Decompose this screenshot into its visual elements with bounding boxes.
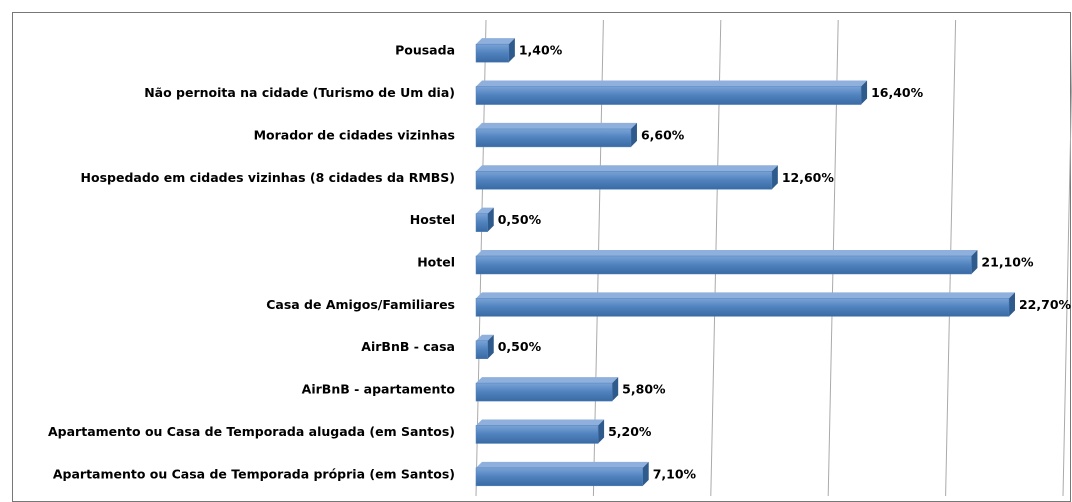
y-tick-label: Não pernoita na cidade (Turismo de Um di… — [144, 85, 455, 100]
bar-side — [487, 334, 494, 359]
bar — [475, 43, 510, 63]
bar — [475, 340, 488, 359]
data-label: 5,80% — [622, 382, 666, 397]
bar-top — [476, 419, 605, 426]
bar — [475, 128, 632, 148]
data-label: 5,20% — [608, 424, 652, 439]
bar — [475, 382, 613, 402]
data-label: 22,70% — [1019, 297, 1072, 312]
bar — [475, 255, 972, 275]
bar-side — [612, 377, 619, 402]
data-label: 12,60% — [782, 170, 835, 185]
bar-top — [476, 207, 494, 214]
y-tick-label: Pousada — [395, 43, 455, 58]
y-tick-label: Casa de Amigos/Familiares — [266, 297, 455, 312]
bar-top — [476, 38, 515, 45]
bar-side — [642, 461, 649, 486]
bar — [475, 213, 488, 232]
bar-top — [476, 292, 1015, 299]
bar — [475, 171, 773, 190]
bar — [475, 86, 862, 105]
bar-side — [971, 250, 978, 274]
data-label: 21,10% — [981, 255, 1034, 270]
bar-top — [476, 250, 978, 256]
data-label: 7,10% — [653, 466, 697, 481]
y-tick-label: Hotel — [417, 255, 455, 270]
bar-side — [630, 122, 637, 147]
bar — [475, 298, 1010, 317]
data-label: 1,40% — [519, 43, 563, 58]
bar-top — [476, 334, 494, 341]
bar-top — [476, 461, 649, 468]
y-tick-label: Hostel — [410, 212, 455, 227]
y-tick-label: Apartamento ou Casa de Temporada própria… — [53, 466, 455, 481]
data-label: 16,40% — [871, 85, 924, 100]
bar-side — [771, 165, 778, 190]
bar-side — [598, 419, 605, 444]
bar-top — [476, 122, 637, 129]
bar-side — [508, 38, 515, 63]
y-tick-label: AirBnB - apartamento — [302, 382, 456, 397]
y-tick-label: AirBnB - casa — [361, 339, 455, 354]
y-tick-label: Morador de cidades vizinhas — [254, 127, 455, 142]
bar-top — [476, 377, 619, 384]
bar-side — [487, 207, 494, 232]
bar-side — [861, 80, 868, 105]
bar-top — [476, 165, 778, 172]
data-label: 0,50% — [498, 339, 542, 354]
y-tick-label: Apartamento ou Casa de Temporada alugada… — [48, 424, 455, 439]
grid-line — [1062, 43, 1072, 497]
data-label: 0,50% — [498, 212, 542, 227]
y-tick-label: Hospedado em cidades vizinhas (8 cidades… — [81, 170, 455, 185]
bar — [475, 467, 643, 487]
bar-side — [1008, 292, 1015, 317]
bar-top — [476, 80, 868, 87]
data-label: 6,60% — [641, 127, 685, 142]
bar — [475, 425, 599, 444]
